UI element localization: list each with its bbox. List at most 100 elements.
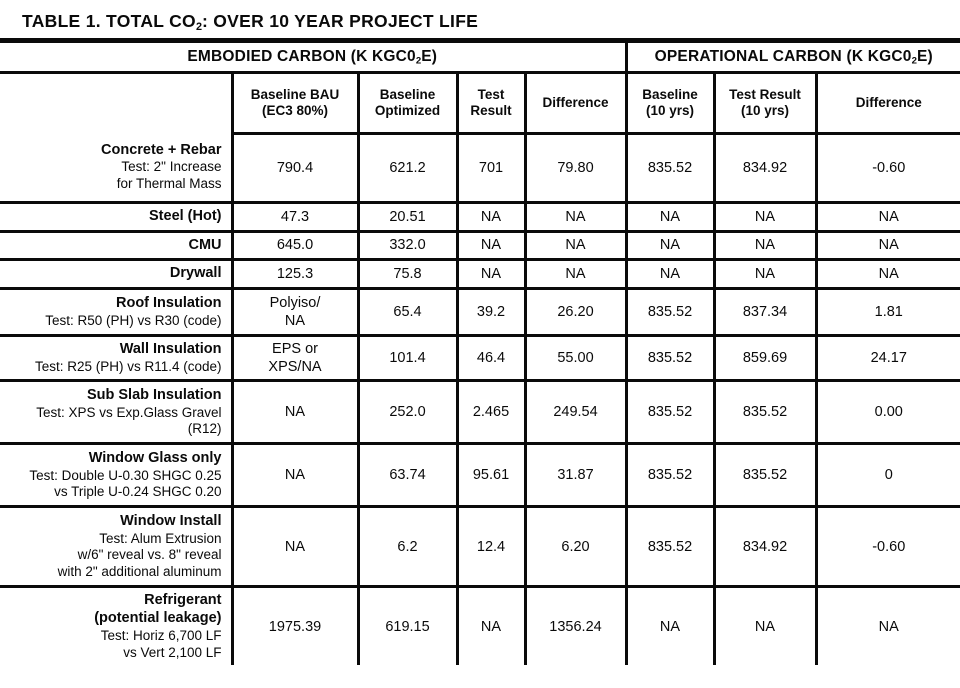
data-cell: 26.20: [523, 287, 628, 338]
data-cell: NA: [814, 258, 960, 291]
row-test-desc: Test: Double U-0.30 SHGC 0.25 vs Triple …: [29, 467, 222, 500]
table-title: TABLE 1. TOTAL CO2: OVER 10 YEAR PROJECT…: [0, 0, 960, 38]
group-embodied-suffix: E): [421, 47, 438, 65]
data-cell: 701: [455, 132, 527, 204]
row-test-desc: Test: 2" Increase for Thermal Mass: [116, 159, 222, 192]
data-cell: 31.87: [523, 442, 628, 509]
col-header-baseline-10yrs: Baseline (10 yrs): [624, 71, 716, 135]
data-cell: 835.52: [624, 132, 716, 204]
data-cell: NA: [712, 229, 818, 262]
data-cell: 252.0: [356, 379, 459, 446]
col-header-difference-embodied: Difference: [523, 71, 628, 135]
data-cell: 837.34: [712, 287, 818, 338]
data-cell: 834.92: [712, 505, 818, 589]
data-cell: 6.20: [523, 505, 628, 589]
row-name: Window Glass only: [88, 449, 222, 466]
data-cell: -0.60: [814, 505, 960, 589]
column-header-row: Baseline BAU (EC3 80%) Baseline Optimize…: [0, 71, 960, 135]
group-header-operational: OPERATIONAL CARBON (K KGC02E): [624, 43, 960, 74]
row-name: Steel (Hot): [149, 208, 222, 224]
data-cell: NA: [712, 585, 818, 666]
data-cell: 859.69: [712, 334, 818, 383]
data-cell: NA: [624, 258, 716, 291]
row-label-cell: Concrete + Rebar Test: 2" Increase for T…: [0, 133, 234, 204]
document-page: TABLE 1. TOTAL CO2: OVER 10 YEAR PROJECT…: [0, 0, 960, 666]
data-cell: 12.4: [455, 505, 527, 589]
data-cell: 835.52: [712, 379, 818, 446]
group-header-embodied: EMBODIED CARBON (K KGC02E): [0, 43, 628, 74]
table-row: CMU 645.0 332.0 NA NA NA NA NA: [0, 229, 960, 262]
data-cell: 619.15: [356, 585, 459, 666]
data-cell: NA: [814, 585, 960, 666]
data-cell: 47.3: [230, 201, 360, 233]
row-test-desc: Test: Horiz 6,700 LF vs Vert 2,100 LF: [100, 627, 222, 660]
data-cell: 621.2: [356, 132, 459, 204]
col-header-test-result: Test Result: [455, 71, 527, 135]
data-cell: 24.17: [814, 334, 960, 383]
data-cell: 95.61: [455, 442, 527, 509]
table-row: Sub Slab Insulation Test: XPS vs Exp.Gla…: [0, 379, 960, 446]
row-name: Roof Insulation: [115, 294, 222, 311]
data-cell: 46.4: [455, 334, 527, 383]
data-cell: 790.4: [230, 132, 360, 204]
data-cell: 20.51: [356, 201, 459, 233]
data-cell: 1356.24: [523, 585, 628, 666]
row-test-desc: Test: R50 (PH) vs R30 (code): [45, 312, 222, 328]
data-cell: 835.52: [624, 379, 716, 446]
data-cell: 645.0: [230, 229, 360, 262]
data-cell: NA: [455, 201, 527, 233]
row-label-cell: Window Install Test: Alum Extrusion w/6"…: [0, 505, 234, 589]
table-row: Steel (Hot) 47.3 20.51 NA NA NA NA NA: [0, 201, 960, 233]
row-name: Refrigerant (potential leakage): [94, 592, 222, 627]
data-cell: 65.4: [356, 287, 459, 338]
data-cell: 835.52: [624, 334, 716, 383]
data-cell: NA: [712, 258, 818, 291]
group-operational-suffix: E): [916, 47, 933, 65]
data-cell: -0.60: [814, 132, 960, 204]
data-cell: 835.52: [712, 442, 818, 509]
data-cell: 834.92: [712, 132, 818, 204]
data-cell: NA: [230, 379, 360, 446]
group-embodied-text: EMBODIED CARBON (K KGC0: [187, 47, 416, 65]
row-label-cell: Sub Slab Insulation Test: XPS vs Exp.Gla…: [0, 379, 234, 446]
col-header-test-result-10yrs: Test Result (10 yrs): [712, 71, 818, 135]
table-title-suffix: : OVER 10 YEAR PROJECT LIFE: [201, 11, 479, 31]
data-cell: 6.2: [356, 505, 459, 589]
data-cell: NA: [230, 505, 360, 589]
row-label-cell: Refrigerant (potential leakage) Test: Ho…: [0, 585, 234, 666]
data-cell: 1.81: [814, 287, 960, 338]
data-cell: 835.52: [624, 287, 716, 338]
row-name: CMU: [188, 236, 222, 253]
data-cell: 2.465: [455, 379, 527, 446]
data-cell: 0.00: [814, 379, 960, 446]
row-name: Window Install: [120, 513, 222, 530]
group-operational-subscript: 2: [911, 55, 917, 67]
row-name: Sub Slab Insulation: [86, 386, 222, 403]
col-header-baseline-bau: Baseline BAU (EC3 80%): [230, 71, 360, 135]
col-header-row-label: [0, 71, 234, 134]
table-row: Roof Insulation Test: R50 (PH) vs R30 (c…: [0, 287, 960, 338]
row-test-desc: Test: R25 (PH) vs R11.4 (code): [34, 358, 222, 374]
table-row: Window Install Test: Alum Extrusion w/6"…: [0, 505, 960, 589]
data-cell: NA: [230, 442, 360, 509]
data-cell: NA: [712, 201, 818, 233]
data-cell: NA: [624, 229, 716, 262]
data-cell: NA: [814, 201, 960, 233]
data-cell: 125.3: [230, 258, 360, 291]
group-embodied-subscript: 2: [415, 55, 422, 67]
row-label-cell: Drywall: [0, 258, 234, 291]
data-cell: NA: [624, 201, 716, 233]
row-label-cell: Steel (Hot): [0, 201, 234, 233]
carbon-data-table: EMBODIED CARBON (K KGC02E) OPERATIONAL C…: [0, 43, 960, 666]
row-name: Wall Insulation: [119, 341, 222, 358]
col-header-difference-operational: Difference: [814, 71, 960, 135]
title-rule: [0, 38, 960, 43]
data-cell: 835.52: [624, 505, 716, 589]
data-cell: NA: [523, 201, 628, 233]
row-label-cell: CMU: [0, 229, 234, 262]
table-row: Wall Insulation Test: R25 (PH) vs R11.4 …: [0, 334, 960, 383]
data-cell: NA: [523, 258, 628, 291]
data-cell: 79.80: [523, 132, 628, 204]
table-row: Refrigerant (potential leakage) Test: Ho…: [0, 585, 960, 666]
title-subscript: 2: [195, 21, 202, 34]
